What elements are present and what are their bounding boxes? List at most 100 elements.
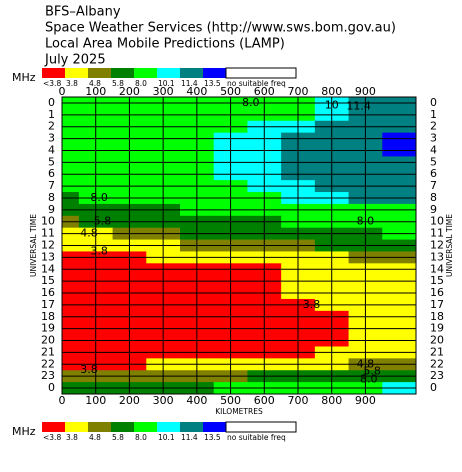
y-tick-label: 0 bbox=[430, 381, 437, 394]
y-tick-label: 3 bbox=[48, 132, 55, 145]
y-tick-label: 4 bbox=[48, 143, 55, 156]
y-tick-label: 3 bbox=[430, 132, 437, 145]
legend-swatch bbox=[134, 68, 157, 78]
legend-label: 3.8 bbox=[66, 79, 78, 88]
y-tick-label: 1 bbox=[48, 108, 55, 121]
legend-swatch bbox=[203, 68, 226, 78]
y-tick-label: 8 bbox=[430, 191, 437, 204]
y-tick-label: 16 bbox=[41, 286, 55, 299]
y-tick-label: 16 bbox=[430, 286, 444, 299]
legend-swatch bbox=[225, 67, 297, 79]
contour-label: 11.4 bbox=[346, 100, 371, 113]
y-tick-label: 20 bbox=[430, 334, 444, 347]
x-tick-label: 900 bbox=[355, 85, 376, 98]
x-tick-label: 300 bbox=[153, 394, 174, 407]
x-tick-label: 400 bbox=[186, 85, 207, 98]
y-tick-label: 1 bbox=[430, 108, 437, 121]
legend-label: no suitable freq bbox=[227, 433, 286, 442]
contour-label: 8.0 bbox=[357, 215, 375, 228]
x-tick-label: 500 bbox=[220, 85, 241, 98]
contour-label: 8.0 bbox=[242, 96, 260, 109]
legend-swatch bbox=[157, 68, 180, 78]
legend-swatch bbox=[65, 68, 88, 78]
y-tick-label: 17 bbox=[430, 298, 444, 311]
y-tick-label: 5 bbox=[48, 155, 55, 168]
legend-label: 5.8 bbox=[112, 79, 124, 88]
legend-label: 13.5 bbox=[204, 433, 221, 442]
y-tick-label: 20 bbox=[41, 334, 55, 347]
y-tick-label: 0 bbox=[430, 96, 437, 109]
contour-label: 3.8 bbox=[303, 298, 321, 311]
legend-label: 4.8 bbox=[89, 79, 101, 88]
contour-label: 4.8 bbox=[357, 357, 375, 370]
y-tick-label: 22 bbox=[430, 357, 444, 370]
y-tick-label: 0 bbox=[48, 96, 55, 109]
title-line: Space Weather Services (http://www.sws.b… bbox=[45, 21, 396, 36]
x-tick-label: 400 bbox=[186, 394, 207, 407]
y-tick-label: 14 bbox=[430, 262, 444, 275]
y-tick-label: 7 bbox=[430, 179, 437, 192]
legend-label: 10.1 bbox=[158, 79, 175, 88]
y-tick-label: 18 bbox=[430, 310, 444, 323]
x-tick-label: 500 bbox=[220, 394, 241, 407]
legend-label: 11.4 bbox=[181, 79, 198, 88]
y-tick-label: 4 bbox=[430, 143, 437, 156]
y-tick-label: 6 bbox=[48, 167, 55, 180]
y-tick-label: 9 bbox=[430, 203, 437, 216]
y-tick-label: 11 bbox=[41, 227, 55, 240]
legend-swatch bbox=[42, 68, 65, 78]
legend-swatch bbox=[88, 68, 111, 78]
x-tick-label: 700 bbox=[288, 394, 309, 407]
y-axis-title: UNIVERSAL TIME bbox=[29, 214, 38, 277]
y-tick-label: 12 bbox=[41, 239, 55, 252]
y-tick-label: 12 bbox=[430, 239, 444, 252]
y-tick-label: 21 bbox=[430, 345, 444, 358]
legend-label: 5.8 bbox=[112, 433, 124, 442]
y-tick-label: 10 bbox=[41, 215, 55, 228]
x-tick-label: 900 bbox=[355, 394, 376, 407]
y-tick-label: 15 bbox=[430, 274, 444, 287]
contour-label: 3.8 bbox=[90, 244, 108, 257]
y-tick-label: 9 bbox=[48, 203, 55, 216]
legend-unit: MHz bbox=[12, 425, 36, 438]
plot-frame bbox=[61, 96, 417, 395]
x-tick-label: 600 bbox=[254, 85, 275, 98]
x-tick-label: 0 bbox=[59, 85, 66, 98]
contour-label: 10 bbox=[325, 98, 339, 111]
y-tick-label: 8 bbox=[48, 191, 55, 204]
legend-unit: MHz bbox=[12, 71, 36, 84]
legend-label: <3.8 bbox=[43, 433, 61, 442]
x-tick-label: 800 bbox=[321, 85, 342, 98]
x-tick-label: 200 bbox=[119, 85, 140, 98]
contour-label: 3.8 bbox=[80, 363, 98, 376]
legend-swatch bbox=[180, 68, 203, 78]
contour-label: 5.8 bbox=[94, 215, 112, 228]
legend-label: 8.0 bbox=[135, 433, 147, 442]
contour-label: 8.0 bbox=[360, 373, 378, 386]
y-tick-label: 0 bbox=[48, 381, 55, 394]
x-tick-label: 0 bbox=[59, 394, 66, 407]
legend-swatch bbox=[111, 68, 134, 78]
y-tick-label: 23 bbox=[41, 369, 55, 382]
legend-swatch bbox=[157, 422, 180, 432]
y-tick-label: 19 bbox=[430, 322, 444, 335]
legend-label: no suitable freq bbox=[227, 79, 286, 88]
x-tick-label: 600 bbox=[254, 394, 275, 407]
y-tick-label: 6 bbox=[430, 167, 437, 180]
y-tick-label: 2 bbox=[430, 120, 437, 133]
legend-swatch bbox=[88, 422, 111, 432]
y-tick-label: 5 bbox=[430, 155, 437, 168]
legend-label: 3.8 bbox=[66, 433, 78, 442]
y-tick-label: 18 bbox=[41, 310, 55, 323]
legend-swatch bbox=[203, 422, 226, 432]
y-axis-title: UNIVERSAL TIME bbox=[445, 214, 454, 277]
x-tick-label: 700 bbox=[288, 85, 309, 98]
y-tick-label: 11 bbox=[430, 227, 444, 240]
contour-label: 4.8 bbox=[80, 227, 98, 240]
title-line: Local Area Mobile Predictions (LAMP) bbox=[45, 37, 285, 52]
legend-label: <3.8 bbox=[43, 79, 61, 88]
y-tick-label: 23 bbox=[430, 369, 444, 382]
legend-swatch bbox=[225, 421, 297, 433]
legend-label: 8.0 bbox=[135, 79, 147, 88]
